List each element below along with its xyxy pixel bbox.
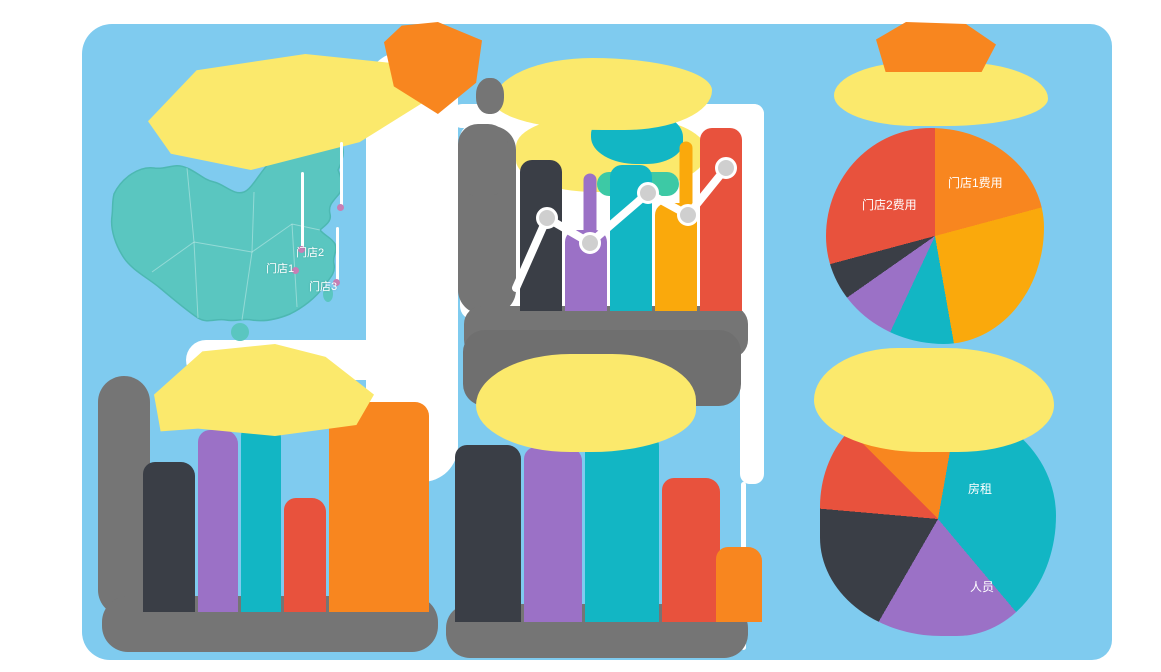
store3-callout-line (340, 142, 343, 208)
leftchart-xaxis-band (102, 596, 438, 652)
pie2-label-rent: 房租 (968, 482, 993, 496)
header-remnant-2 (458, 124, 508, 196)
map-label-store2[interactable]: 门店2 (296, 247, 325, 259)
header-remnant-1 (476, 78, 504, 114)
leftchart-yaxis-band (98, 376, 150, 616)
midchart-xaxis-band (446, 604, 748, 658)
pie2-title-blob (814, 348, 1054, 452)
hainan-island (231, 323, 249, 341)
china-map-shape (110, 127, 344, 322)
store2-marker-dot[interactable] (298, 246, 305, 253)
map-label-store1[interactable]: 门店1 (266, 263, 295, 275)
map-label-store3[interactable]: 门店3 (309, 281, 338, 293)
store2-callout-line (301, 172, 304, 250)
pie1-label-store1-cost: 门店1费用 (948, 176, 1003, 190)
taiwan-island (323, 286, 333, 302)
pie1-label-store2-cost: 门店2费用 (862, 198, 917, 212)
pie2-label-staff: 人员 (970, 580, 995, 594)
province-borders (151, 167, 321, 321)
midchart-title-blob (476, 354, 696, 452)
store3-marker-dot[interactable] (333, 279, 340, 286)
store1-marker-dot[interactable] (292, 267, 299, 274)
combo-title-blob (494, 58, 712, 130)
pie-store-costs[interactable] (826, 128, 1044, 344)
store-north-marker-dot[interactable] (337, 204, 344, 211)
pie1-title-blob (834, 62, 1048, 126)
combo-green-tooltip-blob (597, 172, 679, 196)
store3-marker-line (336, 227, 339, 283)
china-map[interactable] (92, 122, 372, 342)
